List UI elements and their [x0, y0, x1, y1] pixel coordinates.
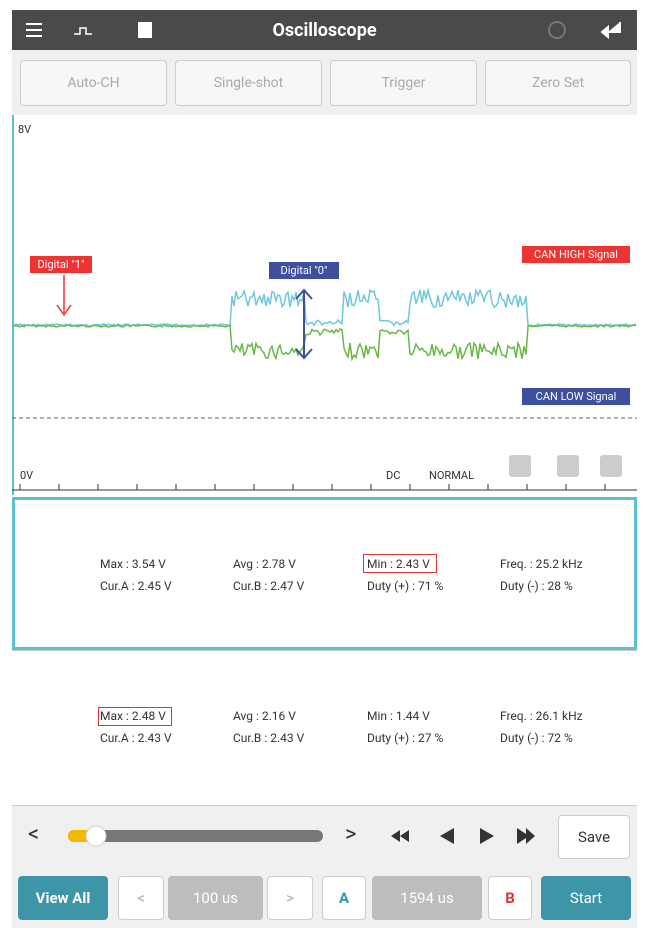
measurement: Cur.A : 2.43 V — [100, 731, 172, 745]
scope-tool[interactable] — [557, 455, 579, 477]
measurement: Duty (-) : 72 % — [500, 731, 573, 745]
time-div: 100 us — [168, 876, 263, 920]
measurement: Max : 2.48 V — [100, 709, 166, 723]
measurement: Max : 3.54 V — [100, 557, 166, 571]
marker-high: Digital "1" — [38, 258, 85, 271]
time-next[interactable]: > — [267, 876, 313, 920]
view-all[interactable]: View All — [18, 876, 108, 920]
measurement: Freq. : 26.1 kHz — [500, 709, 583, 723]
measurement: Min : 1.44 V — [367, 709, 430, 723]
prev[interactable]: < — [28, 822, 40, 847]
top-bar: Oscilloscope — [12, 10, 637, 50]
marker-low: Digital "0" — [281, 264, 328, 277]
scope-tool[interactable] — [600, 455, 622, 477]
scale-top: 8V — [18, 123, 31, 136]
trigger-mode: NORMAL — [429, 469, 474, 482]
coupling: DC — [386, 469, 400, 482]
measurement: Cur.A : 2.45 V — [100, 579, 172, 593]
waveform-can-high — [12, 287, 637, 327]
cursor-gap: 1594 us — [372, 876, 482, 920]
title: Oscilloscope — [272, 19, 377, 41]
cursor-a[interactable]: A — [322, 876, 366, 920]
measurement: Freq. : 25.2 kHz — [500, 557, 583, 571]
time-prev[interactable]: < — [118, 876, 164, 920]
highlight — [363, 554, 437, 573]
measurement: Duty (+) : 71 % — [367, 579, 444, 593]
start[interactable]: Start — [541, 876, 631, 920]
mode-button[interactable]: Zero Set — [485, 60, 631, 106]
cursor-b[interactable]: B — [488, 876, 532, 920]
mode-button[interactable]: Trigger — [330, 60, 477, 106]
can-low-label: CAN LOW Signal — [536, 390, 617, 403]
measurement: Cur.B : 2.43 V — [233, 731, 305, 745]
mode-button[interactable]: Single-shot — [175, 60, 322, 106]
measurement: Avg : 2.78 V — [233, 557, 296, 571]
playback-controls[interactable] — [60, 822, 540, 852]
measurement: Cur.B : 2.47 V — [233, 579, 305, 593]
next[interactable]: > — [345, 822, 357, 847]
scale-bottom: 0V — [20, 469, 33, 482]
channel-panel — [12, 497, 637, 650]
measurement: Min : 2.43 V — [367, 557, 430, 571]
channel-panel — [12, 650, 637, 805]
measurement: Duty (-) : 28 % — [500, 579, 573, 593]
can-high-label: CAN HIGH Signal — [534, 248, 618, 261]
scope: 8V 0V Digital "1" Digital "0" CAN HIGH S… — [12, 115, 637, 495]
mode-button[interactable]: Auto-CH — [20, 60, 167, 106]
waveform-can-low — [12, 324, 637, 362]
highlight — [98, 707, 172, 726]
scope-tool[interactable] — [509, 455, 531, 477]
measurement: Duty (+) : 27 % — [367, 731, 444, 745]
save-button[interactable]: Save — [558, 815, 630, 859]
measurement: Avg : 2.16 V — [233, 709, 296, 723]
toolbar-icons[interactable] — [12, 10, 637, 50]
